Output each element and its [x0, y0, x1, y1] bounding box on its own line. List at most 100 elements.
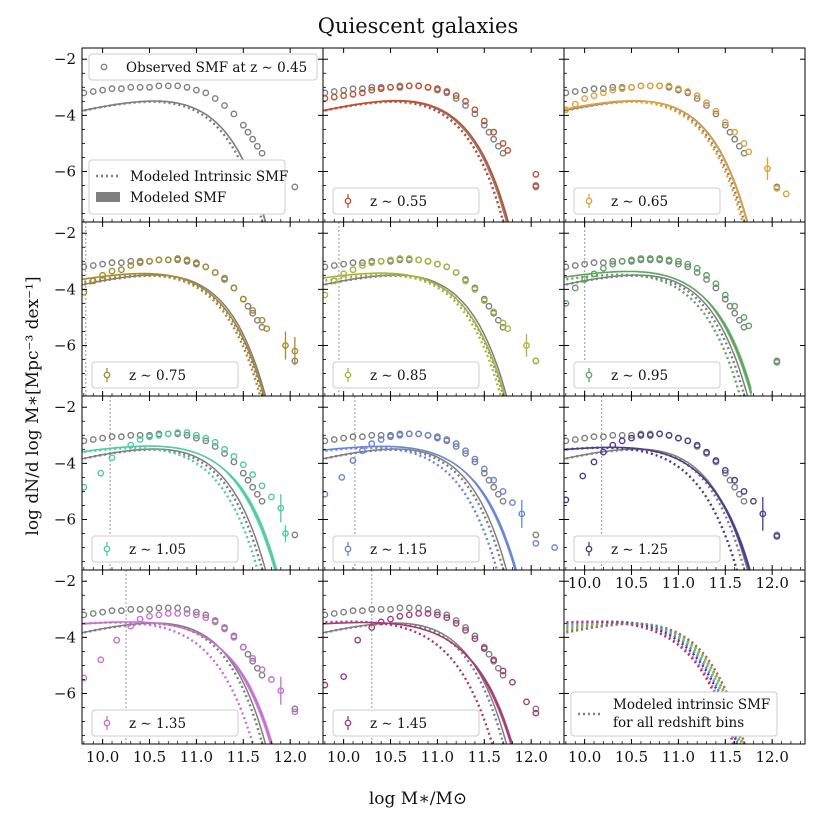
data-point-8-6: [628, 434, 635, 442]
legend-observed-box: [88, 53, 318, 81]
data-point-ref8-7: [628, 431, 635, 439]
data-point-ref6-18: [244, 476, 252, 484]
data-point-8-0: [564, 496, 570, 504]
intrinsic-line-10: [323, 620, 494, 744]
data-point-ref6-14: [211, 443, 219, 450]
data-point-ref2-3: [590, 85, 598, 93]
data-point-10-14: [471, 635, 479, 643]
data-point-10-10: [434, 611, 441, 619]
all-intrinsic-reference: [564, 622, 746, 744]
y-tick-label-0-2: −6: [54, 162, 76, 180]
data-point-7-7: [396, 431, 404, 439]
data-point-5-0: [564, 299, 570, 307]
data-point-8-10: [665, 431, 673, 439]
all-intrinsic-line-7: [564, 620, 739, 744]
data-point-3-6: [136, 259, 144, 267]
data-point-3-8: [155, 256, 163, 264]
all-intrinsic-line-3: [564, 621, 744, 744]
data-point-2-17: [721, 118, 729, 126]
data-point-ref10-5: [368, 605, 376, 613]
panel-content-3: [564, 82, 790, 222]
y-tick-label-9-0: −2: [54, 572, 76, 590]
data-point-ref2-2: [581, 86, 589, 94]
data-point-3-10: [174, 255, 182, 262]
model-line-4: [323, 272, 506, 396]
legend-all-label-1: Modeled intrinsic SMF: [613, 697, 770, 713]
legend-label-7: z ∼ 1.15: [370, 542, 427, 558]
data-point-ref1-1: [330, 88, 338, 95]
data-point-5-1: [571, 284, 579, 292]
data-point-1-2: [340, 92, 348, 100]
data-point-ref2-15: [703, 102, 710, 109]
data-point-10-12: [452, 619, 460, 627]
data-point-6-5: [146, 433, 153, 441]
data-point-ref7-14: [452, 443, 460, 450]
data-point-0-8: [155, 82, 163, 90]
data-point-0-2: [99, 86, 107, 94]
legend-observed-label: Observed SMF at z ∼ 0.45: [126, 60, 307, 76]
data-point-ref1-20: [494, 142, 502, 150]
data-point-ref1-16: [471, 110, 479, 118]
data-point-2-6: [618, 85, 626, 93]
data-point-10-20: [532, 709, 540, 717]
data-point-6-7: [164, 430, 172, 438]
data-point-5-2: [581, 276, 589, 283]
data-point-7-15: [471, 455, 479, 463]
x-tick-label-8-2: 11.0: [662, 574, 695, 592]
data-point-ref10-12: [434, 608, 441, 616]
data-point-ref6-12: [193, 434, 200, 442]
data-point-4-14: [452, 269, 460, 276]
data-point-9-13: [221, 625, 228, 633]
data-point-3-3: [108, 267, 116, 275]
legend-label-4: z ∼ 0.85: [370, 368, 427, 384]
data-point-ref4-2: [340, 260, 348, 268]
data-point-1-12: [434, 85, 441, 93]
y-tick-label-3-1: −4: [54, 280, 76, 298]
data-point-10-13: [462, 626, 469, 634]
data-point-5-8: [637, 255, 645, 262]
data-point-ref5-0: [564, 263, 570, 271]
data-point-ref10-8: [396, 604, 404, 612]
data-point-3-4: [117, 266, 125, 274]
data-point-ref5-4: [599, 259, 607, 267]
data-point-ref6-16: [230, 458, 238, 466]
data-point-1-3: [349, 90, 357, 98]
data-point-8-21: [773, 532, 781, 540]
data-point-ref10-3: [349, 607, 357, 615]
data-point-7-13: [452, 440, 460, 448]
data-point-5-16: [712, 280, 720, 288]
data-point-9-10: [193, 611, 200, 619]
data-point-ref10-9: [405, 604, 413, 612]
data-point-ref6-11: [183, 431, 191, 439]
data-point-5-7: [628, 256, 635, 264]
y-tick-label-6-0: −2: [54, 398, 76, 416]
data-point-1-15: [462, 97, 469, 105]
data-point-ref10-0: [323, 611, 329, 619]
data-point-8-18: [740, 488, 748, 495]
data-point-2-18: [731, 128, 739, 136]
intrinsic-line-2: [564, 100, 744, 222]
data-point-ref2-1: [571, 88, 579, 95]
data-point-4-11: [424, 257, 432, 265]
data-point-ref9-6: [136, 605, 144, 613]
data-point-ref6-0: [82, 437, 88, 445]
x-axis-label: log M∗/M⊙: [369, 789, 467, 809]
data-point-ref6-2: [99, 434, 107, 442]
model-line-7: [323, 445, 517, 570]
data-point-ref9-18: [244, 650, 252, 658]
y-tick-label-9-2: −6: [54, 684, 76, 702]
data-point-7-1: [338, 473, 346, 481]
data-point-6-1: [97, 469, 105, 477]
data-point-3-2: [99, 271, 107, 279]
data-point-1-10: [415, 82, 423, 90]
data-point-6-10: [193, 431, 200, 439]
y-tick-label-0-0: −2: [54, 50, 76, 68]
data-point-1-21: [532, 170, 540, 178]
data-point-6-19: [277, 504, 285, 512]
panel-content-5: [323, 222, 540, 396]
data-point-0-11: [183, 83, 191, 91]
data-point-9-2: [113, 636, 121, 644]
data-point-ref9-19: [249, 657, 257, 665]
legend-marker-3: [103, 371, 111, 379]
legend-label-10: z ∼ 1.45: [370, 716, 427, 732]
